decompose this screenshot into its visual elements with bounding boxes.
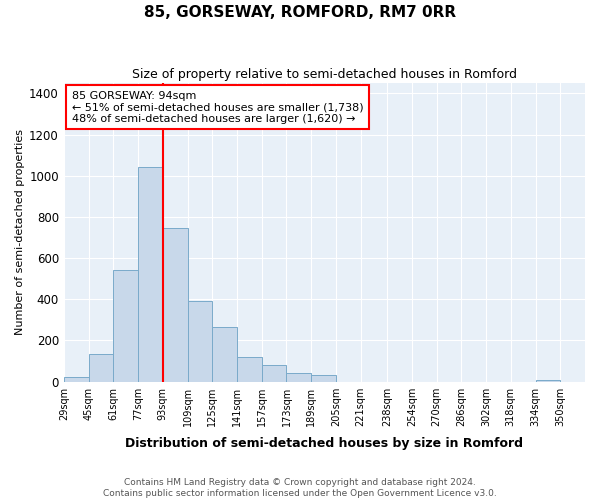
Bar	[163, 228, 188, 382]
X-axis label: Distribution of semi-detached houses by size in Romford: Distribution of semi-detached houses by …	[125, 437, 523, 450]
Y-axis label: Number of semi-detached properties: Number of semi-detached properties	[15, 130, 25, 336]
Bar	[286, 374, 311, 382]
Bar	[212, 327, 237, 382]
Bar	[262, 365, 286, 382]
Title: Size of property relative to semi-detached houses in Romford: Size of property relative to semi-detach…	[132, 68, 517, 80]
Text: 85, GORSEWAY, ROMFORD, RM7 0RR: 85, GORSEWAY, ROMFORD, RM7 0RR	[144, 5, 456, 20]
Bar	[89, 354, 113, 382]
Text: 85 GORSEWAY: 94sqm
← 51% of semi-detached houses are smaller (1,738)
48% of semi: 85 GORSEWAY: 94sqm ← 51% of semi-detache…	[71, 90, 363, 124]
Bar	[536, 380, 560, 382]
Text: Contains HM Land Registry data © Crown copyright and database right 2024.
Contai: Contains HM Land Registry data © Crown c…	[103, 478, 497, 498]
Bar	[311, 376, 336, 382]
Bar	[113, 270, 138, 382]
Bar	[188, 302, 212, 382]
Bar	[138, 168, 163, 382]
Bar	[237, 357, 262, 382]
Bar	[64, 376, 89, 382]
